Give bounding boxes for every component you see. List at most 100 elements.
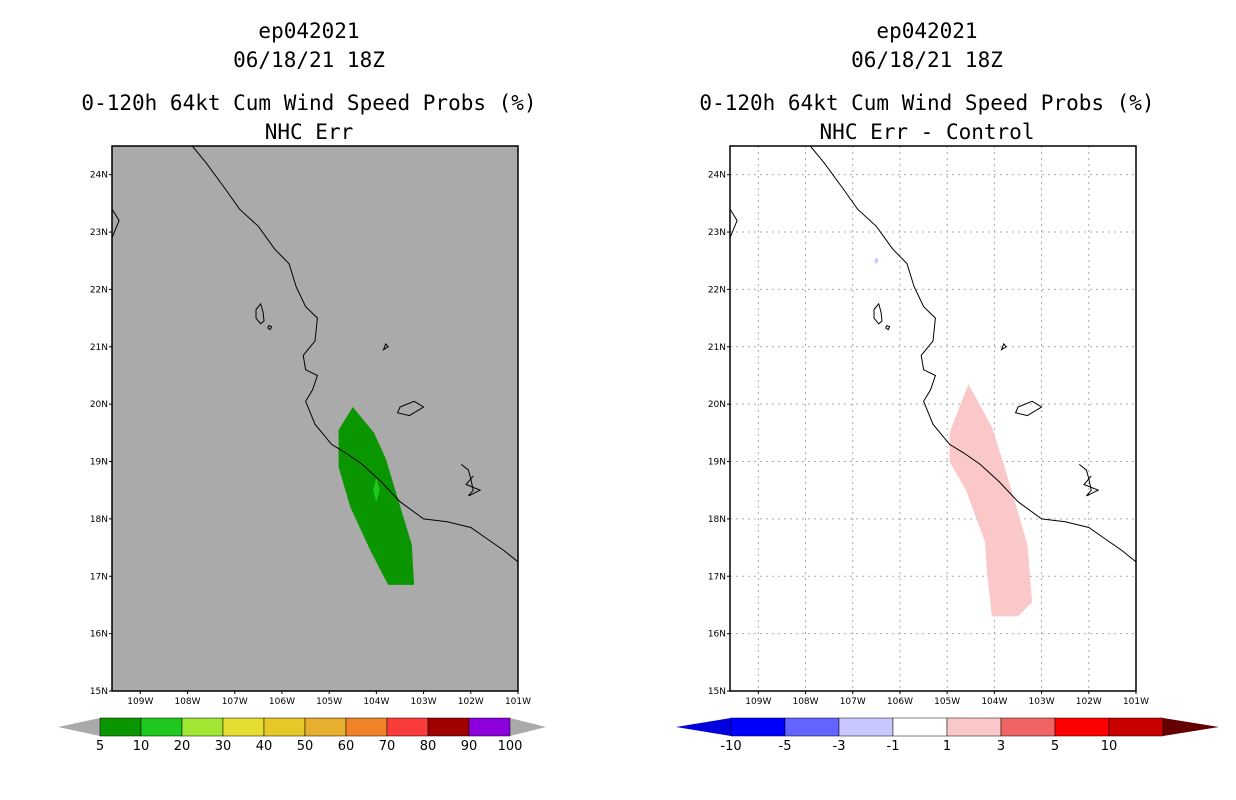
island-outline (1014, 400, 1043, 417)
colorbar-segment (946, 717, 1002, 737)
colorbar-segment (99, 717, 142, 737)
coastline (809, 146, 1136, 563)
y-tick-label: 20N (90, 400, 108, 410)
island-outline (396, 400, 425, 417)
colorbar-label: 20 (174, 739, 191, 754)
y-tick-label: 17N (708, 572, 726, 582)
colorbar-label: 70 (379, 739, 396, 754)
baja-tip-outline (730, 208, 738, 238)
colorbar-segment (345, 717, 388, 737)
colorbar-label: 100 (498, 739, 523, 754)
x-tick-label: 106W (887, 697, 913, 707)
x-tick-label: 101W (505, 697, 531, 707)
colorbar-segment (427, 717, 470, 737)
colorbar-label: 30 (215, 739, 232, 754)
colorbar-label: 90 (461, 739, 478, 754)
colorbar-segment (1000, 717, 1056, 737)
lake-outline (460, 464, 482, 497)
colorbar-label: -5 (779, 739, 792, 754)
map-chart-nhc-err: 15N 16N 17N 18N 19N 20N 21N 22N 23N 24N 109W 108W 10… (58, 145, 546, 754)
y-tick-label: 15N (708, 687, 726, 697)
probability-region (874, 257, 879, 265)
island-outline (382, 342, 389, 351)
panel-nhc-err-control: ep042021 06/18/21 18Z 0-120h 64kt Cum Wi… (618, 0, 1236, 800)
colorbar-segment (1054, 717, 1110, 737)
storm-id-title: ep042021 (258, 19, 360, 43)
y-tick-label: 16N (90, 630, 108, 640)
probability-region (949, 384, 1033, 617)
colorbar-segment (892, 717, 948, 737)
colorbar-label: 50 (297, 739, 314, 754)
map-layers (112, 146, 518, 585)
colorbar-label: 3 (997, 739, 1005, 754)
island-outline (1000, 342, 1007, 351)
y-tick-label: 17N (90, 572, 108, 582)
x-tick-label: 109W (127, 697, 153, 707)
product-subtitle: NHC Err - Control (819, 120, 1035, 144)
colorbar-segment (181, 717, 224, 737)
y-tick-label: 18N (90, 515, 108, 525)
colorbar-label: 60 (338, 739, 355, 754)
y-tick-label: 24N (90, 171, 108, 181)
colorbar-label: 5 (96, 739, 104, 754)
y-tick-label: 18N (708, 515, 726, 525)
colorbar-label: 40 (256, 739, 273, 754)
island-outline (255, 302, 265, 325)
x-tick-label: 102W (1076, 697, 1102, 707)
colorbar-segment (222, 717, 265, 737)
y-tick-label: 19N (708, 458, 726, 468)
x-tick-label: 105W (316, 697, 342, 707)
colorbar-label: -1 (887, 739, 900, 754)
map-layers (730, 146, 1136, 691)
colorbar-arrow-high (510, 718, 546, 736)
map-background (730, 146, 1136, 691)
y-tick-label: 19N (90, 458, 108, 468)
x-tick-label: 104W (363, 697, 389, 707)
colorbar-segment (838, 717, 894, 737)
product-title: 0-120h 64kt Cum Wind Speed Probs (%) (81, 91, 537, 115)
x-tick-label: 105W (934, 697, 960, 707)
map-frame (729, 145, 1137, 692)
colorbar-segment (784, 717, 840, 737)
island-outline (873, 302, 883, 325)
colorbar-label: 5 (1051, 739, 1059, 754)
map-background (112, 146, 518, 691)
x-tick-label: 103W (411, 697, 437, 707)
x-tick-label: 101W (1123, 697, 1149, 707)
colorbar-label: -10 (720, 739, 741, 754)
y-tick-label: 21N (708, 343, 726, 353)
lake-outline (1078, 464, 1100, 497)
probability-region (373, 477, 380, 502)
coastline (191, 146, 518, 563)
y-tick-label: 16N (708, 630, 726, 640)
y-tick-label: 24N (708, 171, 726, 181)
y-tick-label: 22N (90, 285, 108, 295)
storm-id-title: ep042021 (876, 19, 978, 43)
colorbar-arrow-high (1163, 718, 1219, 736)
colorbar-segment (140, 717, 183, 737)
x-tick-label: 102W (458, 697, 484, 707)
date-title: 06/18/21 18Z (233, 48, 385, 72)
y-tick-label: 22N (708, 285, 726, 295)
x-tick-label: 109W (745, 697, 771, 707)
x-tick-label: 104W (981, 697, 1007, 707)
island-outline (885, 324, 891, 331)
colorbar-segment (304, 717, 347, 737)
x-tick-label: 107W (840, 697, 866, 707)
colorbar-segment (1108, 717, 1164, 737)
y-tick-label: 20N (708, 400, 726, 410)
map-frame (111, 145, 519, 692)
product-subtitle: NHC Err (264, 120, 354, 144)
y-tick-label: 23N (708, 228, 726, 238)
date-title: 06/18/21 18Z (851, 48, 1003, 72)
colorbar-label: -3 (833, 739, 846, 754)
y-tick-label: 15N (90, 687, 108, 697)
x-tick-label: 108W (792, 697, 818, 707)
colorbar-label: 1 (943, 739, 951, 754)
colorbar-label: 80 (420, 739, 437, 754)
panel-nhc-err: ep042021 06/18/21 18Z 0-120h 64kt Cum Wi… (58, 19, 546, 754)
colorbar-segment (386, 717, 429, 737)
baja-tip-outline (112, 208, 120, 238)
colorbar-arrow-low (676, 718, 731, 736)
colorbar-arrow-low (58, 718, 100, 736)
